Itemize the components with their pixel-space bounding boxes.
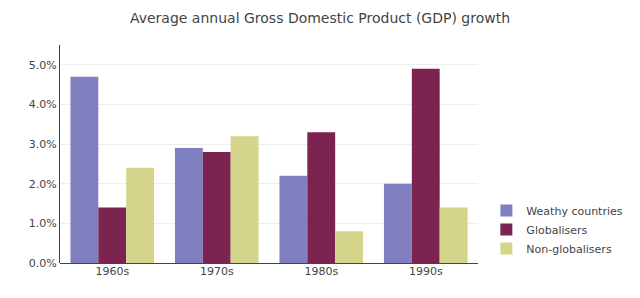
svg-text:0.0%: 0.0% <box>29 257 57 270</box>
svg-text:1970s: 1970s <box>200 265 234 278</box>
svg-text:5.0%: 5.0% <box>29 59 57 72</box>
svg-text:Non-globalisers: Non-globalisers <box>526 243 612 256</box>
svg-text:1990s: 1990s <box>409 265 443 278</box>
svg-text:Globalisers: Globalisers <box>526 224 587 237</box>
svg-text:Average annual Gross Domestic: Average annual Gross Domestic Product (G… <box>130 10 510 26</box>
svg-text:1980s: 1980s <box>304 265 338 278</box>
svg-text:1.0%: 1.0% <box>29 217 57 230</box>
svg-text:3.0%: 3.0% <box>29 138 57 151</box>
svg-text:2.0%: 2.0% <box>29 178 57 191</box>
svg-text:4.0%: 4.0% <box>29 98 57 111</box>
svg-text:Weathy countries: Weathy countries <box>526 205 622 218</box>
svg-text:1960s: 1960s <box>95 265 129 278</box>
